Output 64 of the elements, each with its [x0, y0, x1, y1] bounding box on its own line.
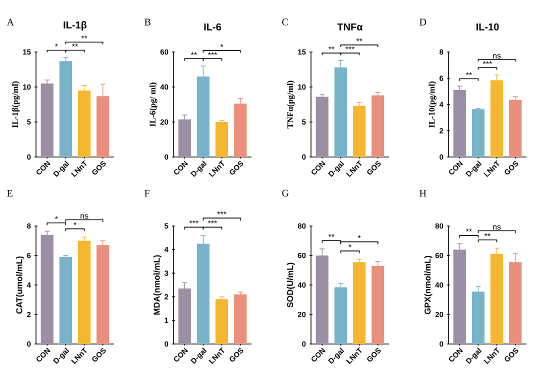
text: C [282, 18, 288, 26]
text: * [55, 44, 58, 46]
annotation: * [348, 244, 352, 248]
bar [334, 287, 348, 344]
bar [352, 106, 366, 157]
text: * [55, 216, 58, 220]
bar [78, 90, 91, 157]
text: ** [328, 46, 334, 50]
text: D [420, 18, 426, 26]
bar [215, 299, 228, 344]
text: * [74, 222, 76, 225]
bar [78, 240, 91, 344]
annotation: *** [482, 61, 492, 64]
text: F [144, 190, 150, 196]
y-axis-title: CAT(umol/mL) [16, 256, 24, 314]
bar [234, 294, 247, 344]
text: H [420, 190, 426, 197]
chart-title: IL-6 [204, 23, 222, 30]
text: B [144, 18, 150, 26]
annotation: ** [466, 72, 472, 76]
text: ** [81, 36, 88, 38]
text: *** [345, 46, 355, 50]
bar [59, 256, 72, 344]
text: * [220, 44, 224, 47]
y-axis-title: SOD(U/mL) [286, 262, 295, 308]
bar [40, 83, 54, 157]
text: ** [356, 38, 362, 42]
text: ** [72, 44, 78, 46]
annotation: * [358, 235, 361, 238]
y-axis-title: IL-1β(pg/ml) [12, 81, 20, 128]
text: ns [80, 214, 88, 219]
annotation: *** [208, 52, 218, 55]
chart-title: IL-10 [476, 23, 499, 30]
bar [96, 245, 110, 344]
annotation: ** [328, 234, 334, 237]
bar [453, 90, 466, 157]
annotation: ns [493, 54, 501, 59]
bar [316, 96, 328, 157]
bar [215, 122, 228, 157]
bar [59, 61, 72, 157]
y-axis-title: GPX(nmol/mL) [424, 256, 432, 314]
annotation: ns [493, 225, 501, 230]
chart-title: IL-1β [64, 21, 87, 30]
annotation: ** [466, 228, 472, 232]
y-axis-title: IL-10(pg/ml) [428, 81, 436, 128]
annotation: ** [190, 52, 197, 55]
bar [40, 234, 54, 344]
bar [178, 119, 191, 157]
text: G [282, 190, 289, 196]
bar [372, 95, 384, 157]
text: A [6, 18, 14, 26]
text: *** [189, 220, 198, 224]
bar [352, 262, 366, 344]
y-axis-title: TNFα(pg/ml) [286, 80, 295, 128]
text: *** [217, 211, 226, 214]
bar [472, 109, 485, 157]
bar [509, 100, 522, 157]
bar [372, 266, 384, 344]
y-axis-title: MDA(nmol/mL) [154, 255, 162, 315]
annotation: ** [484, 233, 490, 236]
y-axis-title: IL-6(pg/ ml) [149, 82, 158, 127]
text: *** [208, 220, 218, 224]
chart-title: TNFα [337, 23, 363, 30]
text: E [7, 190, 12, 197]
